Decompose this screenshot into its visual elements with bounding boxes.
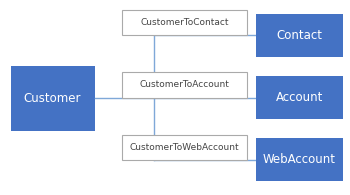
Text: Account: Account xyxy=(275,91,323,104)
FancyBboxPatch shape xyxy=(256,138,343,181)
Text: CustomerToAccount: CustomerToAccount xyxy=(140,80,230,89)
Text: CustomerToContact: CustomerToContact xyxy=(140,18,229,27)
Text: Contact: Contact xyxy=(276,29,322,42)
FancyBboxPatch shape xyxy=(122,135,247,160)
Text: WebAccount: WebAccount xyxy=(263,153,336,166)
Text: Customer: Customer xyxy=(24,92,81,105)
Text: CustomerToWebAccount: CustomerToWebAccount xyxy=(130,143,239,152)
FancyBboxPatch shape xyxy=(256,76,343,119)
FancyBboxPatch shape xyxy=(10,66,94,131)
FancyBboxPatch shape xyxy=(122,72,247,98)
FancyBboxPatch shape xyxy=(122,10,247,35)
FancyBboxPatch shape xyxy=(256,14,343,57)
